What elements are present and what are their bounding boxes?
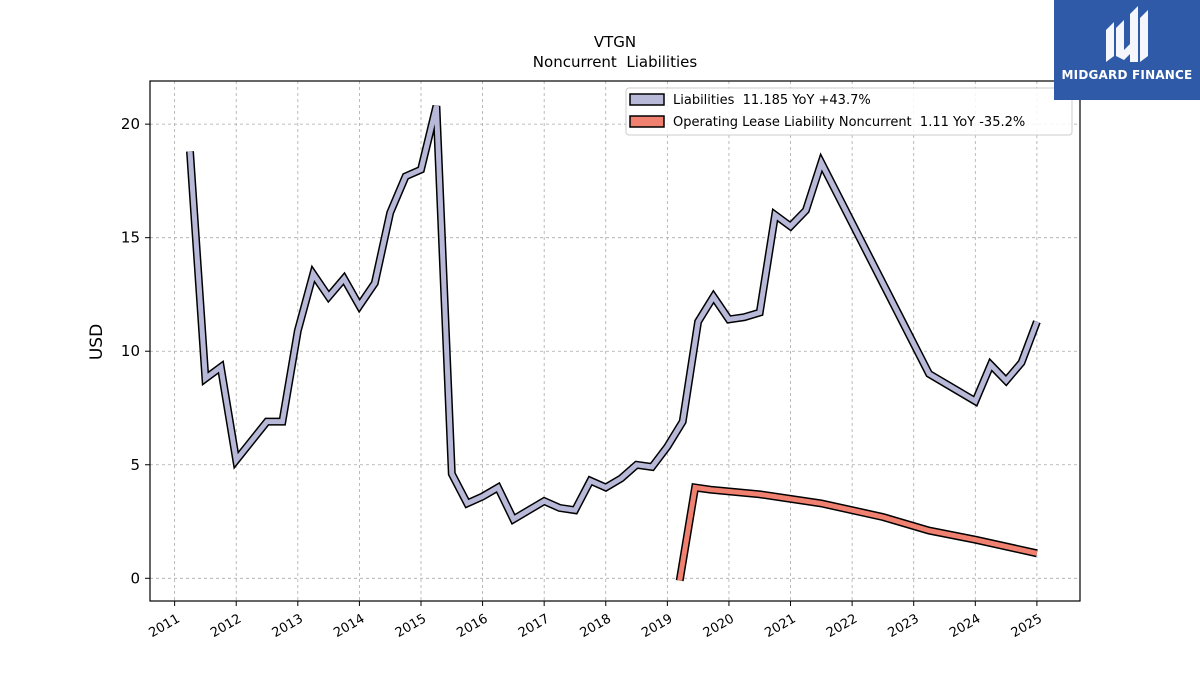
x-tick-label: 2023 xyxy=(886,611,922,641)
chart-title: VTGN xyxy=(594,33,636,51)
x-tick-label: 2011 xyxy=(146,611,182,641)
series-line xyxy=(677,484,1038,582)
legend-label-liabilities: Liabilities 11.185 YoY +43.7% xyxy=(673,93,871,108)
y-axis-label: USD xyxy=(87,324,107,360)
series-line-outline xyxy=(675,482,1038,582)
y-tick-label: 5 xyxy=(130,456,140,474)
x-tick-label: 2024 xyxy=(947,611,983,641)
brand-logo: MIDGARD FINANCE xyxy=(1054,0,1200,100)
series-0 xyxy=(186,105,1041,525)
x-tick-label: 2014 xyxy=(331,611,367,641)
x-tick-label: 2021 xyxy=(762,611,798,641)
x-tick-label: 2019 xyxy=(639,611,675,641)
y-tick-label: 10 xyxy=(121,342,140,360)
x-tick-label: 2012 xyxy=(208,611,244,641)
x-tick-label: 2017 xyxy=(516,611,552,641)
legend: Liabilities 11.185 YoY +43.7% Operating … xyxy=(625,87,1073,136)
legend-swatch-operating-lease xyxy=(629,115,665,128)
y-tick-label: 20 xyxy=(121,115,140,133)
x-tick-label: 2025 xyxy=(1009,611,1045,641)
x-tick-label: 2022 xyxy=(824,611,860,641)
x-tick-label: 2015 xyxy=(393,611,429,641)
y-ticks: 0 5 10 15 20 xyxy=(121,115,150,587)
x-tick-label: 2016 xyxy=(454,611,490,641)
legend-box xyxy=(625,87,1073,136)
x-tick-label: 2018 xyxy=(578,611,614,641)
chart-subtitle: Noncurrent Liabilities xyxy=(533,53,698,71)
brand-name: MIDGARD FINANCE xyxy=(1061,68,1193,82)
y-tick-label: 0 xyxy=(130,569,140,587)
series-line-outline xyxy=(186,105,1041,525)
midgard-logo-icon xyxy=(1106,6,1148,62)
y-tick-label: 15 xyxy=(121,229,140,247)
legend-label-operating-lease: Operating Lease Liability Noncurrent 1.1… xyxy=(673,115,1025,130)
x-tick-label: 2013 xyxy=(270,611,306,641)
series-1 xyxy=(675,482,1038,582)
grid xyxy=(150,81,1080,601)
series-line xyxy=(187,105,1040,523)
plot-frame xyxy=(149,80,1081,602)
x-ticks: 2011 2012 2013 2014 2015 2016 2017 2018 2019 2020… xyxy=(146,601,1045,641)
legend-swatch-liabilities xyxy=(629,93,665,106)
x-tick-label: 2020 xyxy=(701,611,737,641)
series-layer xyxy=(186,105,1041,582)
